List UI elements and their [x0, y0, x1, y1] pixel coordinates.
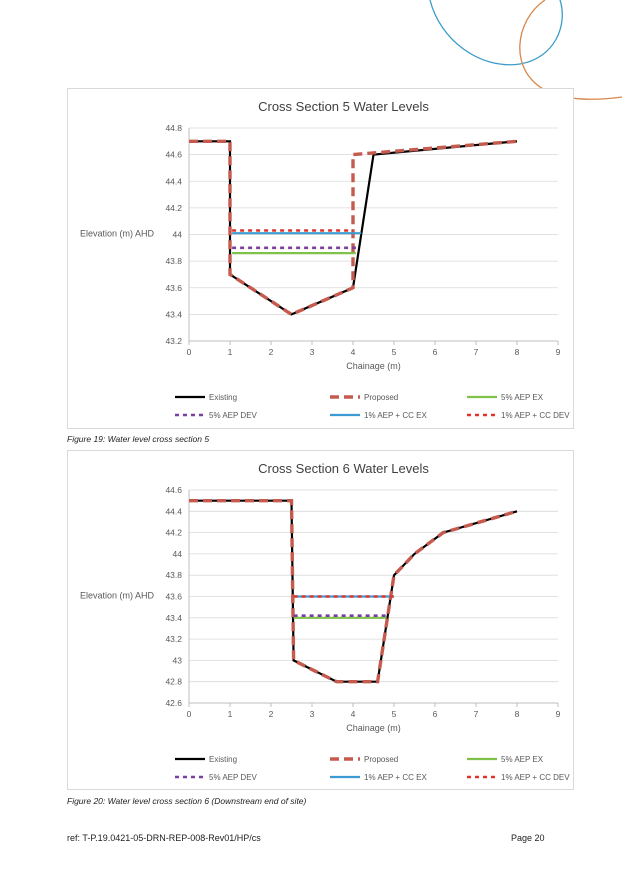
decorative-arc-blue	[429, 0, 563, 66]
x-tick-label: 1	[228, 347, 233, 357]
chart-cross-section-6: Cross Section 6 Water Levels 42.6 42.8 43 43…	[67, 450, 574, 790]
y-tick-label: 44.4	[165, 506, 182, 516]
decorative-arcs	[429, 0, 622, 100]
x-axis-label: Chainage (m)	[346, 723, 401, 733]
legend-label-proposed: Proposed	[364, 393, 398, 402]
series-line-proposed	[189, 139, 518, 317]
legend-label-existing: Existing	[209, 393, 237, 402]
y-tick-label: 44.4	[165, 176, 182, 186]
y-tick-label: 44	[173, 549, 183, 559]
decorative-arc-orange	[519, 0, 622, 100]
x-tick-label: 6	[433, 709, 438, 719]
legend-label-5-aep-dev: 5% AEP DEV	[209, 773, 258, 782]
legend-label-1-aep-cc-dev: 1% AEP + CC DEV	[501, 411, 570, 420]
legend-label-1-aep-cc-ex: 1% AEP + CC EX	[364, 411, 427, 420]
y-tick-label: 43.8	[165, 256, 182, 266]
x-tick-label: 9	[556, 709, 561, 719]
y-tick-label: 43.6	[165, 283, 182, 293]
y-tick-label: 44.6	[165, 150, 182, 160]
x-tick-label: 4	[351, 709, 356, 719]
x-tick-label: 0	[187, 347, 192, 357]
legend-label-proposed: Proposed	[364, 755, 398, 764]
y-tick-label: 43.2	[165, 634, 182, 644]
legend-label-5-aep-ex: 5% AEP EX	[501, 393, 544, 402]
figure-caption-19: Figure 19: Water level cross section 5	[67, 434, 210, 444]
x-tick-label: 7	[474, 347, 479, 357]
chart-cross-section-5: Cross Section 5 Water Levels 43.2 43.4 43.6…	[67, 88, 574, 429]
x-tick-label: 6	[433, 347, 438, 357]
chart-title: Cross Section 5 Water Levels	[258, 99, 429, 114]
x-tick-label: 1	[228, 709, 233, 719]
y-tick-label: 44.2	[165, 203, 182, 213]
y-tick-label: 43.4	[165, 309, 182, 319]
y-tick-label: 42.8	[165, 677, 182, 687]
x-tick-label: 3	[310, 709, 315, 719]
x-tick-label: 5	[392, 709, 397, 719]
x-tick-label: 9	[556, 347, 561, 357]
x-tick-label: 2	[269, 709, 274, 719]
y-tick-label: 44	[173, 230, 183, 240]
legend-label-5-aep-dev: 5% AEP DEV	[209, 411, 258, 420]
legend-label-1-aep-cc-ex: 1% AEP + CC EX	[364, 773, 427, 782]
y-axis-label: Elevation (m) AHD	[80, 229, 155, 239]
x-tick-label: 8	[515, 347, 520, 357]
footer-page-number: Page 20	[511, 833, 545, 843]
x-tick-label: 3	[310, 347, 315, 357]
legend-label-1-aep-cc-dev: 1% AEP + CC DEV	[501, 773, 570, 782]
legend-label-5-aep-ex: 5% AEP EX	[501, 755, 544, 764]
x-axis-label: Chainage (m)	[346, 361, 401, 371]
chart-title: Cross Section 6 Water Levels	[258, 461, 429, 476]
chart-svg-cross-section-5: Cross Section 5 Water Levels 43.2 43.4 43.6…	[80, 99, 570, 420]
x-tick-label: 0	[187, 709, 192, 719]
legend-label-existing: Existing	[209, 755, 237, 764]
series-line-existing	[189, 499, 518, 683]
y-tick-label: 43	[173, 655, 183, 665]
x-tick-label: 5	[392, 347, 397, 357]
y-axis-label: Elevation (m) AHD	[80, 591, 155, 601]
x-tick-label: 4	[351, 347, 356, 357]
x-tick-label: 8	[515, 709, 520, 719]
y-tick-label: 44.8	[165, 123, 182, 133]
y-tick-label: 43.4	[165, 613, 182, 623]
x-tick-label: 7	[474, 709, 479, 719]
figure-caption-20: Figure 20: Water level cross section 6 (…	[67, 796, 307, 806]
y-tick-label: 44.2	[165, 528, 182, 538]
x-tick-label: 2	[269, 347, 274, 357]
series-line-proposed	[189, 499, 518, 684]
footer-reference: ref: T-P.19.0421-05-DRN-REP-008-Rev01/HP…	[67, 833, 261, 843]
y-tick-label: 42.6	[165, 698, 182, 708]
y-tick-label: 44.6	[165, 485, 182, 495]
y-tick-label: 43.6	[165, 592, 182, 602]
y-tick-label: 43.2	[165, 336, 182, 346]
chart-svg-cross-section-6: Cross Section 6 Water Levels42.642.84343…	[80, 461, 570, 782]
y-tick-label: 43.8	[165, 570, 182, 580]
